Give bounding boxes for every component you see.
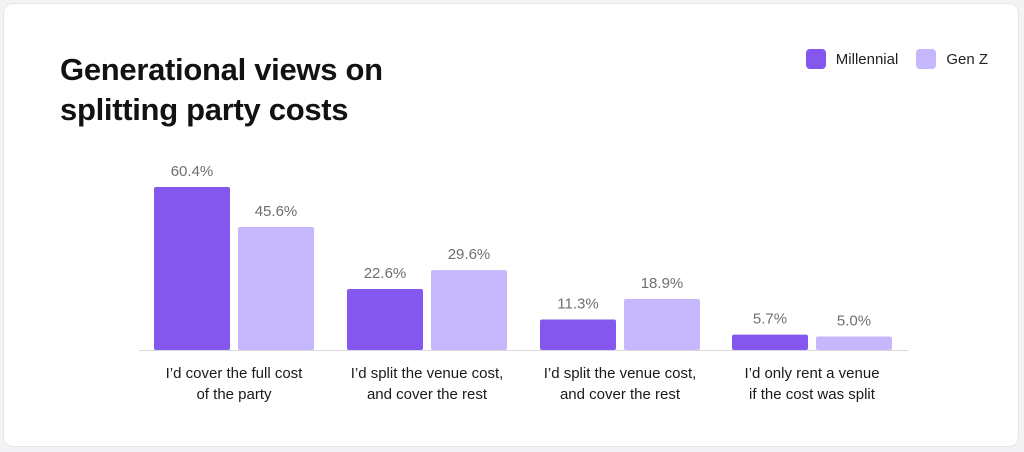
legend-item-millennial: Millennial xyxy=(805,49,899,69)
chart-legend: Millennial Gen Z xyxy=(805,49,988,69)
bar-millennial-2 xyxy=(540,319,616,350)
category-label-2-line2: and cover the rest xyxy=(560,386,681,403)
bar-genz-0 xyxy=(238,226,314,350)
data-label-genz-0: 45.6% xyxy=(255,203,298,220)
bar-genz-2 xyxy=(624,298,700,350)
legend-swatch-genz xyxy=(916,49,937,69)
bar-genz-3 xyxy=(816,336,892,350)
bar-genz-1 xyxy=(431,270,507,350)
category-label-2-line1: I’d split the venue cost, xyxy=(544,365,697,382)
bar-millennial-1 xyxy=(347,289,423,350)
legend-item-genz: Gen Z xyxy=(916,49,988,69)
chart-title: Generational views on splitting party co… xyxy=(60,50,480,130)
category-label-0-line2: of the party xyxy=(196,386,272,403)
bar-millennial-0 xyxy=(154,187,230,350)
category-label-3-line1: I’d only rent a venue xyxy=(744,365,879,382)
data-label-millennial-1: 22.6% xyxy=(364,265,407,282)
category-label-3-line2: if the cost was split xyxy=(749,386,876,403)
data-label-genz-1: 29.6% xyxy=(448,246,491,263)
legend-label-genz: Gen Z xyxy=(946,50,988,68)
data-label-genz-3: 5.0% xyxy=(837,313,871,330)
bar-millennial-3 xyxy=(732,334,808,350)
legend-label-millennial: Millennial xyxy=(835,50,899,68)
category-label-1-line2: and cover the rest xyxy=(367,386,488,403)
data-label-millennial-0: 60.4% xyxy=(171,163,214,180)
legend-swatch-millennial xyxy=(805,49,826,69)
data-label-millennial-3: 5.7% xyxy=(753,311,787,328)
category-label-1-line1: I’d split the venue cost, xyxy=(351,365,504,382)
data-label-genz-2: 18.9% xyxy=(641,275,684,292)
data-label-millennial-2: 11.3% xyxy=(557,296,598,313)
category-label-0-line1: I’d cover the full cost xyxy=(166,365,304,382)
chart-title-line1: Generational views on xyxy=(60,52,383,87)
chart-title-line2: splitting party costs xyxy=(60,92,349,127)
